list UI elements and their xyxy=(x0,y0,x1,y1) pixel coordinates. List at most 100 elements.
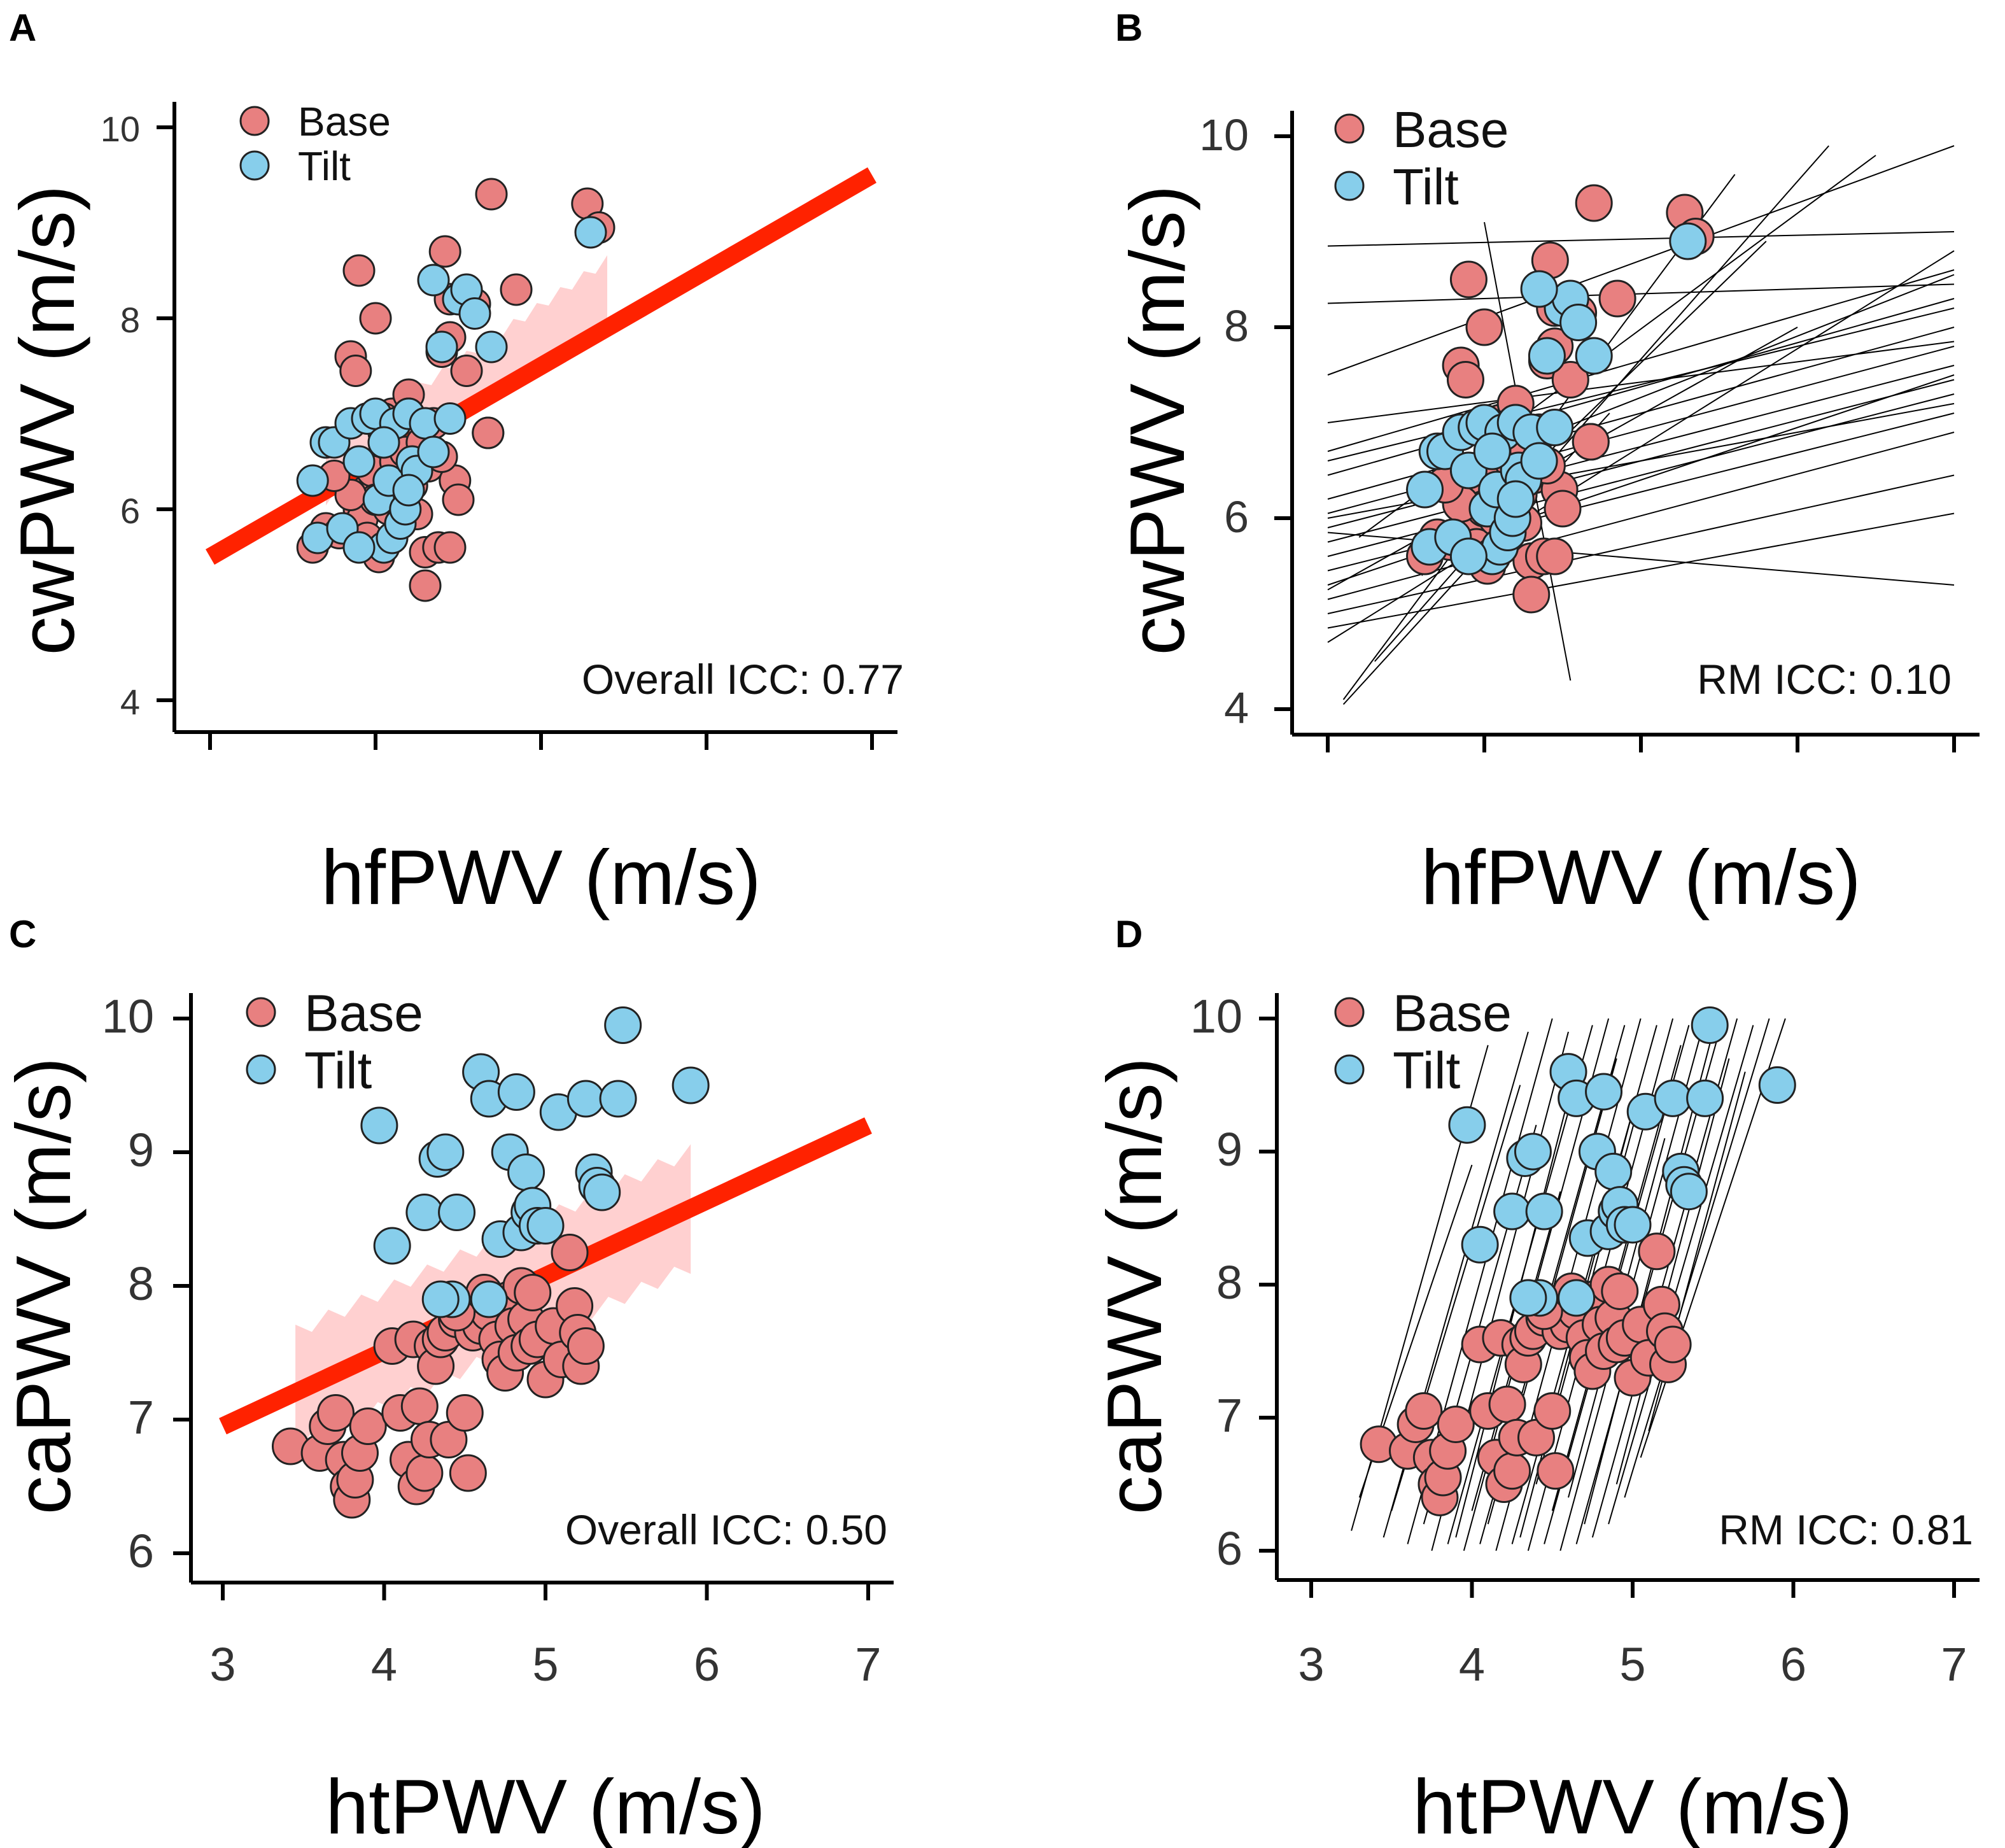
base-point xyxy=(514,1274,552,1311)
tilt-point xyxy=(1406,470,1444,509)
subject-regression-line xyxy=(1327,341,1955,423)
base-point xyxy=(359,302,392,335)
tilt-point xyxy=(438,1194,476,1231)
base-point xyxy=(1572,423,1610,461)
subject-regression-line xyxy=(1327,512,1955,629)
y-tick-label: 7 xyxy=(1216,1389,1242,1442)
subject-regression-line xyxy=(1624,1018,1770,1498)
x-tick-label: 6 xyxy=(694,1638,720,1691)
x-tick-label: 4 xyxy=(371,1638,397,1691)
tilt-point xyxy=(1461,1225,1499,1264)
tilt-point xyxy=(1520,270,1558,308)
x-tick-label: 7 xyxy=(855,1638,881,1691)
y-tick-label: 4 xyxy=(120,682,140,722)
subject-regression-line xyxy=(1327,145,1955,376)
legend-base-marker xyxy=(246,997,276,1027)
base-point xyxy=(316,1394,355,1432)
tilt-point xyxy=(367,426,400,459)
subject-regression-line xyxy=(1608,1025,1754,1525)
base-point xyxy=(433,531,467,564)
legend-base-marker xyxy=(239,106,270,136)
base-point xyxy=(1437,1405,1475,1443)
base-point xyxy=(1537,1452,1575,1490)
base-point xyxy=(566,1327,605,1365)
base-point xyxy=(428,235,461,268)
panel-b-letter: B xyxy=(1115,6,1143,49)
tilt-point xyxy=(1496,480,1535,518)
x-tick-label: 6 xyxy=(1780,1638,1806,1691)
base-point xyxy=(1493,1452,1531,1490)
data-points xyxy=(1360,1006,1796,1516)
base-point xyxy=(400,1387,439,1425)
panel-c: C 6 7 8 9 10 3 4 5 6 7 Base Tilt Overall… xyxy=(0,913,894,1848)
subject-regression-line xyxy=(1327,327,1955,500)
tilt-point xyxy=(1525,1192,1563,1231)
base-point xyxy=(446,1394,484,1432)
subject-regression-line xyxy=(1327,269,1955,452)
base-point xyxy=(551,1234,589,1271)
base-point xyxy=(442,483,475,516)
base-point xyxy=(1575,184,1613,222)
y-tick-label: 10 xyxy=(101,109,140,149)
base-point xyxy=(1601,1272,1639,1310)
x-axis-title: htPWV (m/s) xyxy=(1412,1763,1852,1848)
base-point xyxy=(342,254,376,287)
panel-b: B 4 6 8 10 Base Tilt RM ICC: 0.10 hfPWV … xyxy=(1114,6,1980,920)
y-axis-title: cwPWV (m/s) xyxy=(1114,185,1200,656)
panel-c-letter: C xyxy=(9,913,36,956)
legend-tilt-marker xyxy=(1334,1054,1365,1085)
tilt-point xyxy=(417,435,450,469)
x-tick-label: 5 xyxy=(532,1638,558,1691)
tilt-point xyxy=(1686,1079,1724,1117)
base-point xyxy=(450,355,483,387)
panel-d-letter: D xyxy=(1115,913,1143,956)
tilt-point xyxy=(1449,537,1488,575)
y-tick-label: 8 xyxy=(128,1257,154,1310)
tilt-point xyxy=(1448,1106,1486,1144)
tilt-point xyxy=(507,1153,545,1191)
tilt-point xyxy=(526,1207,565,1245)
regression-line xyxy=(206,167,876,565)
base-point xyxy=(475,178,508,211)
icc-annotation: RM ICC: 0.81 xyxy=(1719,1506,1973,1553)
base-point xyxy=(1551,361,1589,399)
tilt-point xyxy=(475,330,508,363)
y-axis-title: cwPWV (m/s) xyxy=(4,185,90,656)
legend-base-label: Base xyxy=(1393,101,1509,158)
tilt-point xyxy=(1691,1006,1729,1044)
base-point xyxy=(405,1454,444,1492)
base-point xyxy=(1654,1325,1692,1364)
base-point xyxy=(472,416,505,449)
y-axis-title: caPWV (m/s) xyxy=(0,1057,87,1514)
tilt-point xyxy=(470,1280,508,1318)
x-tick-label: 5 xyxy=(1619,1638,1645,1691)
y-tick-label: 8 xyxy=(1224,301,1249,351)
tilt-point xyxy=(296,464,329,497)
tilt-point xyxy=(497,1073,535,1111)
x-tick-label: 3 xyxy=(1298,1638,1324,1691)
x-axis-title: hfPWV (m/s) xyxy=(321,834,761,920)
y-tick-label: 9 xyxy=(128,1124,154,1176)
legend-base-label: Base xyxy=(304,985,423,1043)
y-tick-label: 10 xyxy=(1190,990,1242,1043)
subject-regression-line xyxy=(1374,145,1829,662)
x-tick-label: 4 xyxy=(1459,1638,1485,1691)
x-tick-label: 7 xyxy=(1941,1638,1967,1691)
y-tick-label: 8 xyxy=(120,300,140,340)
subject-regression-line xyxy=(1327,307,1955,462)
base-point xyxy=(1512,575,1551,614)
tilt-point xyxy=(342,531,376,564)
tilt-point xyxy=(672,1066,710,1104)
tilt-point xyxy=(1520,442,1558,480)
tilt-point xyxy=(342,445,376,478)
y-tick-label: 6 xyxy=(1216,1522,1242,1575)
tilt-point xyxy=(417,264,450,297)
base-point xyxy=(1598,279,1636,318)
y-tick-label: 4 xyxy=(1224,683,1249,733)
data-points xyxy=(296,178,616,602)
base-point xyxy=(1638,1232,1676,1271)
tilt-point xyxy=(426,1133,465,1171)
y-tick-label: 10 xyxy=(1199,110,1249,160)
x-axis-title: hfPWV (m/s) xyxy=(1421,834,1861,920)
